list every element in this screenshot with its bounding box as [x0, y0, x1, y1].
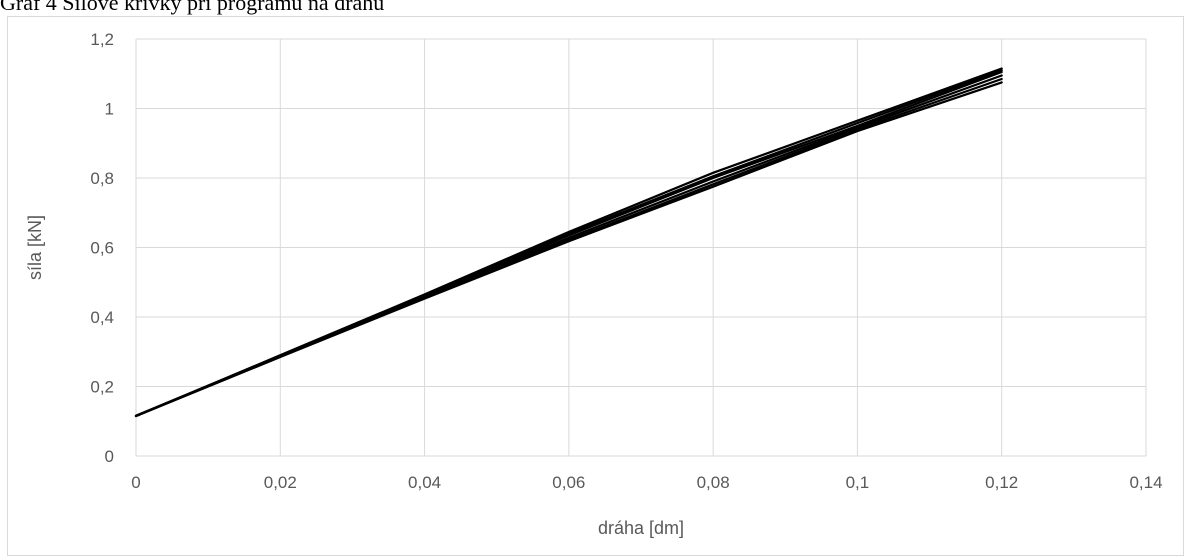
x-axis-title: dráha [dm]	[598, 518, 684, 538]
y-tick-label: 0	[105, 447, 114, 466]
x-tick-label: 0,14	[1129, 473, 1162, 492]
x-tick-label: 0,04	[408, 473, 441, 492]
x-tick-label: 0	[131, 473, 140, 492]
y-tick-label: 0,4	[90, 308, 114, 327]
chart-frame	[7, 16, 1184, 556]
series-line-6	[134, 69, 1003, 417]
y-tick-label: 1	[105, 100, 114, 119]
x-tick-label: 0,12	[985, 473, 1018, 492]
x-tick-label: 0,1	[846, 473, 870, 492]
y-tick-label: 1,2	[90, 30, 114, 49]
x-tick-label: 0,08	[697, 473, 730, 492]
y-axis-title: síla [kN]	[25, 215, 45, 280]
x-tick-label: 0,06	[552, 473, 585, 492]
y-tick-label: 0,2	[90, 378, 114, 397]
series-line-5	[134, 81, 1003, 418]
y-tick-label: 0,8	[90, 169, 114, 188]
chart-caption: Graf 4 Silové křivky při programu na drá…	[0, 0, 385, 15]
x-tick-label: 0,02	[264, 473, 297, 492]
y-tick-label: 0,6	[90, 239, 114, 258]
